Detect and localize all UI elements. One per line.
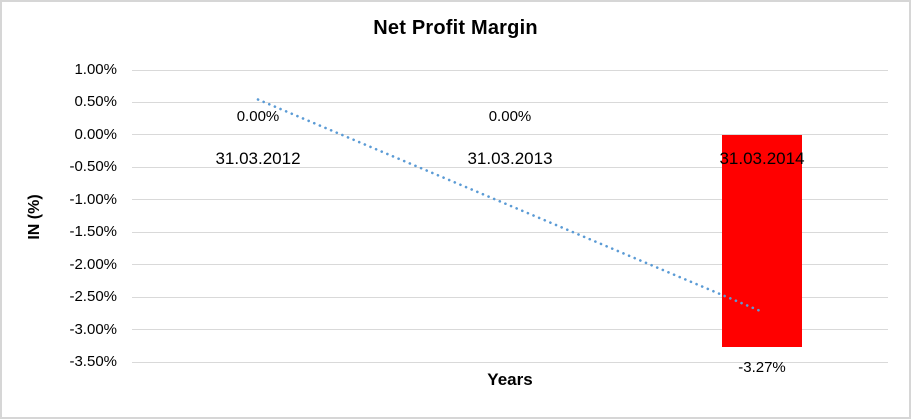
gridline bbox=[132, 296, 888, 298]
y-tick-label: 0.00% bbox=[74, 125, 117, 143]
category-label: 31.03.2012 bbox=[215, 148, 301, 168]
y-tick-label: -2.50% bbox=[69, 288, 117, 306]
y-tick-label: -2.00% bbox=[69, 255, 117, 273]
data-label: -3.27% bbox=[738, 359, 786, 377]
trendline bbox=[256, 98, 764, 314]
gridline bbox=[132, 134, 888, 136]
y-tick-label: -1.50% bbox=[69, 223, 117, 241]
chart-title: Net Profit Margin bbox=[373, 17, 538, 39]
x-axis-title: Years bbox=[487, 370, 533, 389]
gridline bbox=[132, 101, 888, 103]
gridline bbox=[132, 231, 888, 233]
category-label: 31.03.2014 bbox=[719, 148, 805, 168]
gridline bbox=[132, 69, 888, 71]
gridline bbox=[132, 264, 888, 266]
y-tick-label: -3.00% bbox=[69, 320, 117, 338]
y-tick-label: 0.50% bbox=[74, 93, 117, 111]
category-label: 31.03.2013 bbox=[467, 148, 553, 168]
data-label: 0.00% bbox=[488, 107, 532, 125]
y-tick-label: 1.00% bbox=[74, 61, 117, 78]
gridline bbox=[132, 199, 888, 201]
y-tick-label: -3.50% bbox=[69, 353, 117, 370]
gridline bbox=[132, 329, 888, 331]
gridline bbox=[132, 361, 888, 363]
data-label: 0.00% bbox=[236, 107, 280, 125]
y-tick-label: -1.00% bbox=[69, 190, 117, 208]
bar-31.03.2014 bbox=[722, 134, 802, 348]
y-tick-label: -0.50% bbox=[69, 158, 117, 176]
gridline bbox=[132, 166, 888, 168]
